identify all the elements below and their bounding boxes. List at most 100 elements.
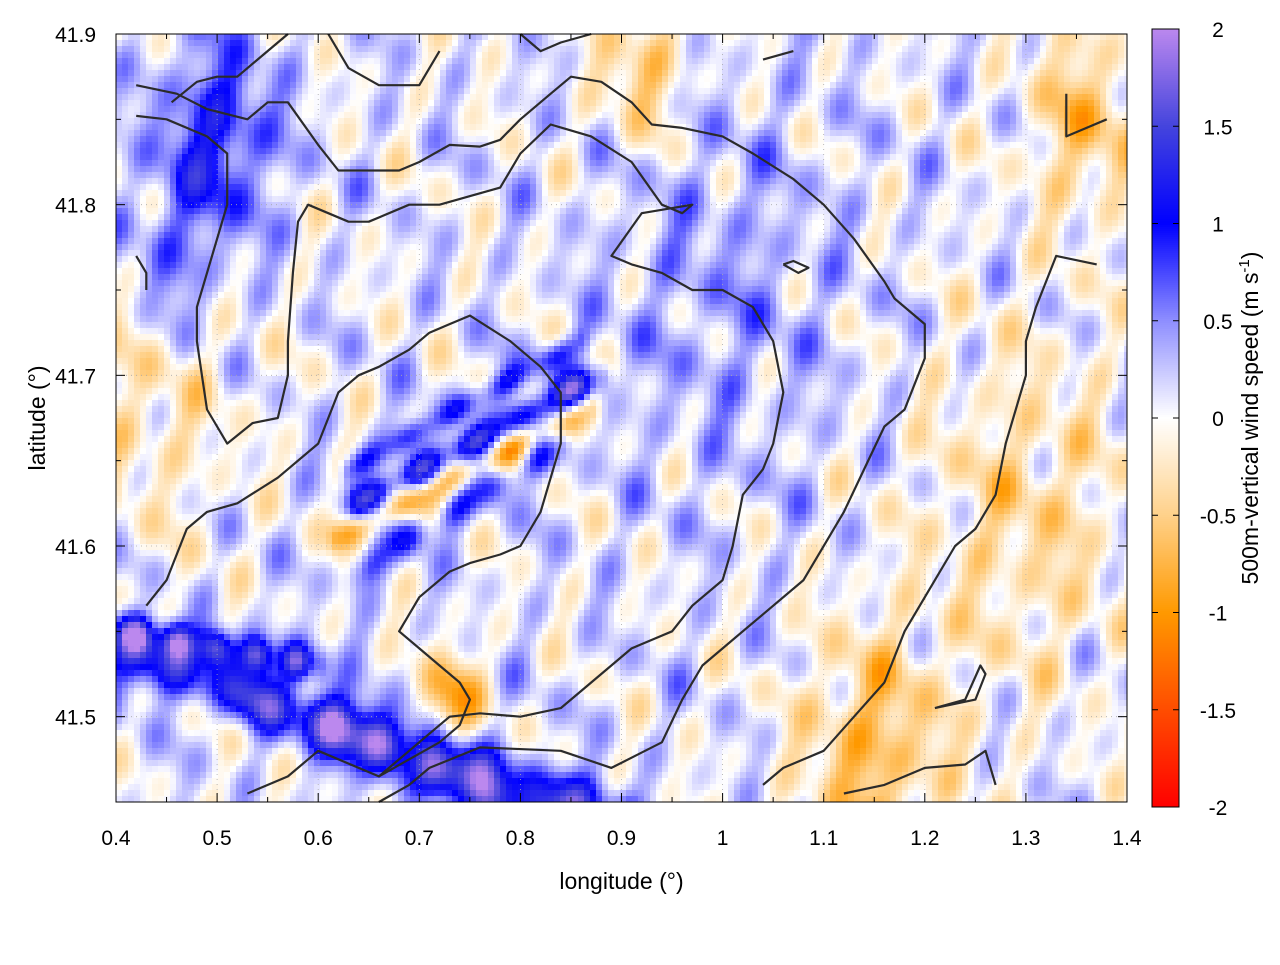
heatmap-cell xyxy=(602,208,609,215)
heatmap-cell xyxy=(344,142,351,149)
heatmap-cell xyxy=(242,106,249,113)
heatmap-cell xyxy=(692,76,699,83)
heatmap-cell xyxy=(680,160,687,167)
heatmap-cell xyxy=(206,190,213,197)
heatmap-cell xyxy=(434,40,441,47)
heatmap-cell xyxy=(560,64,567,71)
heatmap-cell xyxy=(1058,136,1065,143)
heatmap-cell xyxy=(248,178,255,185)
heatmap-cell xyxy=(764,184,771,191)
heatmap-cell xyxy=(968,34,975,41)
heatmap-cell xyxy=(854,202,861,209)
heatmap-cell xyxy=(1046,106,1053,113)
heatmap-cell xyxy=(140,148,147,155)
heatmap-cell xyxy=(1082,40,1089,47)
heatmap-cell xyxy=(878,100,885,107)
heatmap-cell xyxy=(908,202,915,209)
heatmap-cell xyxy=(476,118,483,125)
heatmap-cell xyxy=(164,130,171,137)
heatmap-cell xyxy=(716,124,723,131)
heatmap-cell xyxy=(188,166,195,173)
heatmap-cell xyxy=(380,190,387,197)
heatmap-cell xyxy=(560,82,567,89)
heatmap-cell xyxy=(506,40,513,47)
heatmap-cell xyxy=(1022,172,1029,179)
heatmap-cell xyxy=(1028,118,1035,125)
heatmap-cell xyxy=(698,190,705,197)
heatmap-cell xyxy=(1040,94,1047,101)
heatmap-cell xyxy=(266,52,273,59)
heatmap-cell xyxy=(890,40,897,47)
heatmap-cell xyxy=(326,88,333,95)
heatmap-cell xyxy=(926,106,933,113)
heatmap-cell xyxy=(434,172,441,179)
heatmap-cell xyxy=(218,142,225,149)
heatmap-cell xyxy=(326,130,333,137)
heatmap-cell xyxy=(164,34,171,41)
heatmap-cell xyxy=(140,166,147,173)
heatmap-cell xyxy=(116,148,123,155)
heatmap-cell xyxy=(278,88,285,95)
heatmap-cell xyxy=(368,112,375,119)
heatmap-cell xyxy=(818,124,825,131)
heatmap-cell xyxy=(974,160,981,167)
heatmap-cell xyxy=(1112,106,1119,113)
heatmap-cell xyxy=(494,196,501,203)
heatmap-cell xyxy=(560,148,567,155)
heatmap-cell xyxy=(1058,160,1065,167)
heatmap-cell xyxy=(770,184,777,191)
heatmap-cell xyxy=(878,130,885,137)
heatmap-cell xyxy=(1028,82,1035,89)
heatmap-cell xyxy=(176,46,183,53)
heatmap-cell xyxy=(770,106,777,113)
heatmap-cell xyxy=(344,160,351,167)
heatmap-cell xyxy=(602,118,609,125)
heatmap-cell xyxy=(368,76,375,83)
heatmap-cell xyxy=(572,70,579,77)
heatmap-cell xyxy=(134,130,141,137)
heatmap-cell xyxy=(734,106,741,113)
heatmap-cell xyxy=(1106,34,1113,41)
heatmap-cell xyxy=(842,172,849,179)
heatmap-cell xyxy=(896,166,903,173)
heatmap-cell xyxy=(422,154,429,161)
heatmap-cell xyxy=(734,118,741,125)
heatmap-cell xyxy=(902,106,909,113)
heatmap-cell xyxy=(944,172,951,179)
heatmap-cell xyxy=(806,184,813,191)
heatmap-cell xyxy=(1076,70,1083,77)
heatmap-cell xyxy=(1016,52,1023,59)
heatmap-cell xyxy=(1070,64,1077,71)
heatmap-cell xyxy=(296,112,303,119)
heatmap-cell xyxy=(836,196,843,203)
heatmap-cell xyxy=(944,46,951,53)
heatmap-cell xyxy=(686,34,693,41)
heatmap-cell xyxy=(944,196,951,203)
heatmap-cell xyxy=(608,178,615,185)
heatmap-cell xyxy=(344,208,351,215)
heatmap-cell xyxy=(506,112,513,119)
heatmap-cell xyxy=(524,142,531,149)
heatmap-cell xyxy=(794,100,801,107)
heatmap-cell xyxy=(518,70,525,77)
heatmap-cell xyxy=(1046,82,1053,89)
heatmap-cell xyxy=(854,124,861,131)
heatmap-cell xyxy=(1064,202,1071,209)
heatmap-cell xyxy=(254,178,261,185)
heatmap-cell xyxy=(536,154,543,161)
heatmap-cell xyxy=(368,130,375,137)
heatmap-cell xyxy=(512,112,519,119)
heatmap-cell xyxy=(1124,172,1128,179)
heatmap-cell xyxy=(1070,88,1077,95)
heatmap-cell xyxy=(788,160,795,167)
heatmap-cell xyxy=(488,34,495,41)
heatmap-cell xyxy=(620,106,627,113)
heatmap-cell xyxy=(1004,142,1011,149)
heatmap-cell xyxy=(974,70,981,77)
heatmap-cell xyxy=(872,184,879,191)
heatmap-cell xyxy=(590,94,597,101)
heatmap-cell xyxy=(944,190,951,197)
heatmap-cell xyxy=(626,136,633,143)
heatmap-cell xyxy=(290,130,297,137)
heatmap-cell xyxy=(1004,34,1011,41)
